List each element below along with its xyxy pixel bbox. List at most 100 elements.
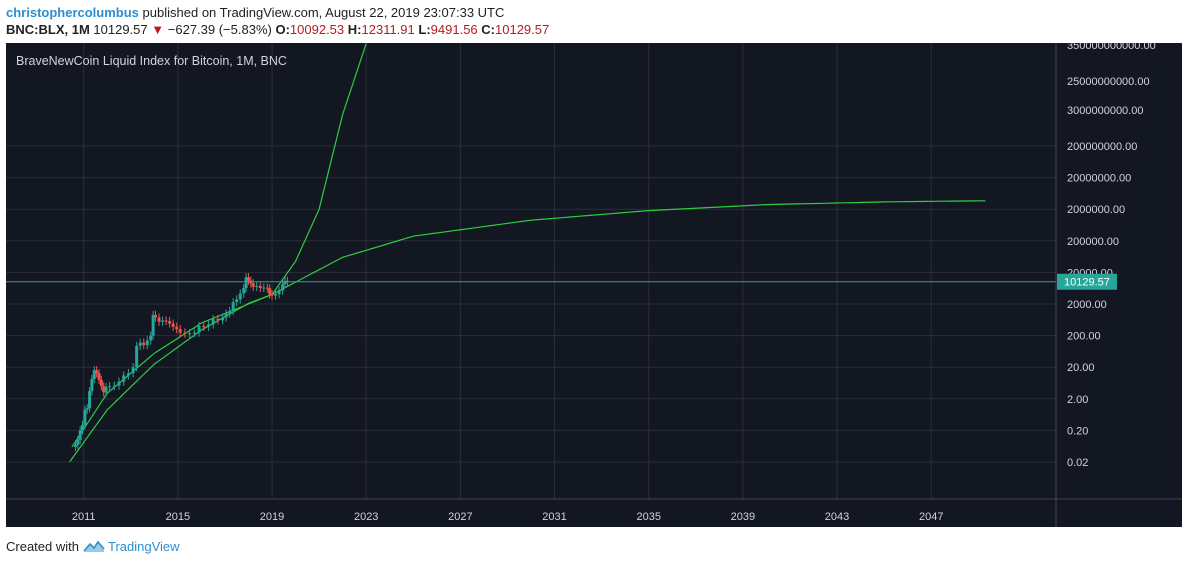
high-label: H: xyxy=(348,22,362,37)
y-tick-label: 2.00 xyxy=(1067,394,1088,406)
candle-body xyxy=(165,321,168,322)
footer: Created with TradingView xyxy=(6,539,180,554)
candle-body xyxy=(198,326,201,332)
candle-body xyxy=(161,321,164,322)
down-arrow-icon: ▼ xyxy=(151,22,164,37)
x-tick-label: 2039 xyxy=(731,511,755,523)
y-tick-label: 200000.00 xyxy=(1067,236,1119,248)
candle-body xyxy=(108,386,111,387)
x-tick-label: 2035 xyxy=(636,511,660,523)
candle-body xyxy=(76,440,79,445)
y-tick-label: 2000000.00 xyxy=(1067,204,1125,216)
candle-body xyxy=(193,333,196,334)
candle-body xyxy=(83,410,86,425)
candle-body xyxy=(252,283,255,286)
candle-body xyxy=(149,336,152,341)
chart-title: BraveNewCoin Liquid Index for Bitcoin, 1… xyxy=(16,54,287,68)
close-value: 10129.57 xyxy=(495,22,549,37)
tradingview-link[interactable]: TradingView xyxy=(108,539,180,554)
candle-body xyxy=(90,379,93,391)
candle-body xyxy=(271,294,274,295)
candle-body xyxy=(175,327,178,329)
published-text: published on TradingView.com, August 22,… xyxy=(143,5,505,20)
candle-body xyxy=(172,324,175,327)
candle-body xyxy=(281,284,284,290)
author-link[interactable]: christophercolumbus xyxy=(6,5,139,20)
candle-body xyxy=(118,382,121,386)
high-value: 12311.91 xyxy=(362,22,415,37)
low-value: 9491.56 xyxy=(431,22,478,37)
y-tick-label: 20000000.00 xyxy=(1067,173,1131,185)
x-tick-label: 2027 xyxy=(448,511,472,523)
candle-body xyxy=(122,375,125,381)
y-tick-label: 20.00 xyxy=(1067,362,1095,374)
candle-body xyxy=(232,302,235,311)
candle-body xyxy=(168,321,171,324)
candle-body xyxy=(100,380,103,386)
candle-body xyxy=(146,340,149,345)
candle-body xyxy=(239,293,242,299)
x-tick-label: 2043 xyxy=(825,511,849,523)
price-change: −627.39 (−5.83%) xyxy=(168,22,272,37)
candle-body xyxy=(179,329,182,332)
y-tick-label: 200.00 xyxy=(1067,331,1101,343)
candle-body xyxy=(259,286,262,288)
candle-body xyxy=(135,346,138,367)
candle-body xyxy=(278,291,281,295)
candle-body xyxy=(95,370,98,373)
candle-body xyxy=(97,373,100,380)
candle-body xyxy=(274,294,277,295)
y-tick-label: 25000000000.00 xyxy=(1067,76,1150,88)
ohlc-legend: BNC:BLX, 1M 10129.57 ▼ −627.39 (−5.83%) … xyxy=(6,22,549,37)
x-tick-label: 2019 xyxy=(260,511,284,523)
y-tick-label: 0.02 xyxy=(1067,457,1088,469)
last-price: 10129.57 xyxy=(93,22,147,37)
chart-background xyxy=(6,43,1182,527)
y-tick-label: 200000000.00 xyxy=(1067,141,1137,153)
candle-body xyxy=(216,319,219,320)
candle-body xyxy=(235,299,238,302)
y-tick-label: 2000.00 xyxy=(1067,299,1107,311)
candle-body xyxy=(132,367,135,373)
candle-body xyxy=(81,425,84,431)
candle-body xyxy=(247,277,250,280)
candle-body xyxy=(113,386,116,387)
price-chart[interactable]: 350000000000.0025000000000.003000000000.… xyxy=(6,43,1182,527)
candle-body xyxy=(86,408,89,409)
tradingview-logo-icon xyxy=(83,540,105,553)
candle-body xyxy=(228,311,231,314)
symbol-label: BNC:BLX, 1M xyxy=(6,22,90,37)
low-label: L: xyxy=(418,22,430,37)
x-tick-label: 2031 xyxy=(542,511,566,523)
candle-body xyxy=(255,286,258,287)
candle-body xyxy=(202,326,205,327)
candle-body xyxy=(154,315,157,318)
publish-info: christophercolumbus published on Trading… xyxy=(6,5,504,20)
x-tick-label: 2023 xyxy=(354,511,378,523)
x-tick-label: 2015 xyxy=(166,511,190,523)
created-with-label: Created with xyxy=(6,539,79,554)
close-label: C: xyxy=(481,22,495,37)
candle-body xyxy=(158,317,161,321)
candle-body xyxy=(88,391,91,408)
candle-body xyxy=(212,319,215,324)
x-tick-label: 2047 xyxy=(919,511,943,523)
y-tick-label: 350000000000.00 xyxy=(1067,43,1156,52)
price-tag: 10129.57 xyxy=(1057,274,1117,290)
candle-body xyxy=(262,288,265,289)
candle-body xyxy=(225,314,228,318)
price-tag-value: 10129.57 xyxy=(1064,277,1110,289)
candle-body xyxy=(127,373,130,375)
candle-body xyxy=(207,324,210,326)
candle-body xyxy=(188,333,191,334)
candle-body xyxy=(139,343,142,346)
candle-body xyxy=(74,445,77,447)
candle-body xyxy=(152,315,155,336)
candle-body xyxy=(105,387,108,392)
y-tick-label: 0.20 xyxy=(1067,425,1088,437)
candle-body xyxy=(221,317,224,320)
candle-body xyxy=(242,288,245,293)
candle-body xyxy=(79,430,82,440)
candle-body xyxy=(142,343,145,346)
open-value: 10092.53 xyxy=(290,22,344,37)
